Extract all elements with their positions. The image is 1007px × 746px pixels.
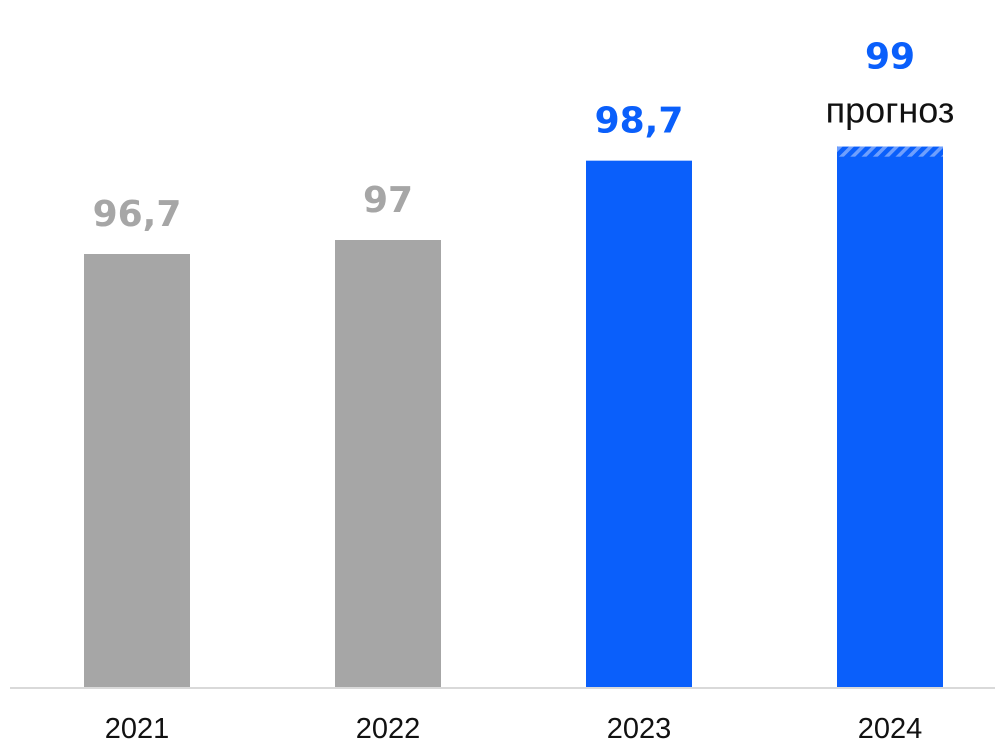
x-tick-labels: 2021 2022 2023 2024 — [105, 713, 923, 745]
bar-2024 — [837, 146, 943, 688]
x-tick-label-2021: 2021 — [105, 713, 170, 745]
labels-layer: 96,7 97 98,7 99 прогноз — [93, 37, 955, 235]
bar-2022 — [335, 240, 441, 688]
x-tick-label-2022: 2022 — [356, 713, 421, 745]
bars-layer — [84, 146, 943, 688]
x-tick-label-2024: 2024 — [858, 713, 923, 745]
forecast-hatch-2024 — [837, 146, 943, 157]
bar-2023 — [586, 160, 692, 688]
forecast-note-2024: прогноз — [826, 90, 955, 131]
data-label-2023: 98,7 — [595, 101, 684, 142]
data-label-2024: 99 — [865, 37, 915, 78]
x-tick-label-2023: 2023 — [607, 713, 672, 745]
data-label-2021: 96,7 — [93, 194, 182, 235]
data-label-2022: 97 — [363, 180, 413, 221]
bar-2021 — [84, 254, 190, 688]
